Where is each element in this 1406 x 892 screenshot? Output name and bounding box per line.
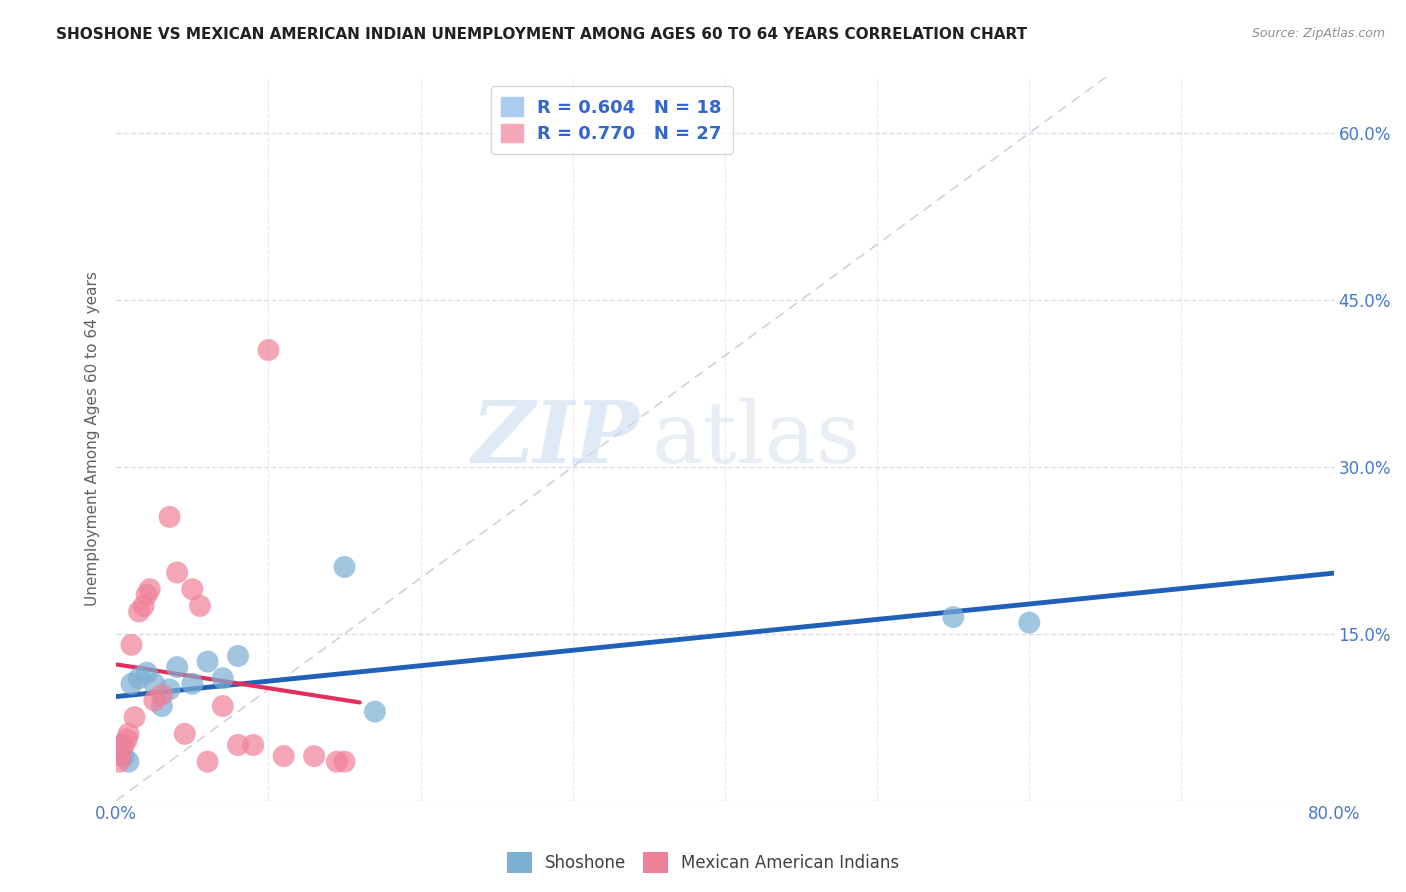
Point — [135, 588, 157, 602]
Point — [124, 710, 146, 724]
Point — [121, 638, 143, 652]
Point — [942, 610, 965, 624]
Point — [110, 749, 132, 764]
Point — [115, 732, 138, 747]
Point — [166, 660, 188, 674]
Point — [117, 755, 139, 769]
Point — [132, 599, 155, 613]
Point — [108, 755, 131, 769]
Point — [197, 755, 219, 769]
Point — [333, 560, 356, 574]
Point — [150, 699, 173, 714]
Point — [173, 727, 195, 741]
Point — [128, 605, 150, 619]
Legend: R = 0.604   N = 18, R = 0.770   N = 27: R = 0.604 N = 18, R = 0.770 N = 27 — [491, 87, 733, 154]
Text: ZIP: ZIP — [472, 397, 640, 481]
Point — [166, 566, 188, 580]
Point — [211, 671, 233, 685]
Text: atlas: atlas — [652, 398, 860, 481]
Point — [326, 755, 349, 769]
Point — [333, 755, 356, 769]
Point — [181, 582, 204, 597]
Point — [257, 343, 280, 357]
Point — [197, 655, 219, 669]
Point — [121, 677, 143, 691]
Point — [242, 738, 264, 752]
Point — [150, 688, 173, 702]
Legend: Shoshone, Mexican American Indians: Shoshone, Mexican American Indians — [501, 846, 905, 880]
Point — [112, 749, 135, 764]
Point — [139, 582, 162, 597]
Point — [159, 509, 181, 524]
Point — [159, 682, 181, 697]
Point — [143, 693, 166, 707]
Point — [181, 677, 204, 691]
Point — [364, 705, 387, 719]
Point — [112, 738, 135, 752]
Point — [117, 727, 139, 741]
Point — [128, 671, 150, 685]
Point — [211, 699, 233, 714]
Point — [143, 677, 166, 691]
Point — [110, 738, 132, 752]
Point — [1018, 615, 1040, 630]
Point — [135, 665, 157, 680]
Y-axis label: Unemployment Among Ages 60 to 64 years: Unemployment Among Ages 60 to 64 years — [86, 271, 100, 607]
Text: Source: ZipAtlas.com: Source: ZipAtlas.com — [1251, 27, 1385, 40]
Point — [188, 599, 211, 613]
Point — [226, 738, 249, 752]
Point — [273, 749, 295, 764]
Point — [226, 648, 249, 663]
Point — [302, 749, 325, 764]
Text: SHOSHONE VS MEXICAN AMERICAN INDIAN UNEMPLOYMENT AMONG AGES 60 TO 64 YEARS CORRE: SHOSHONE VS MEXICAN AMERICAN INDIAN UNEM… — [56, 27, 1028, 42]
